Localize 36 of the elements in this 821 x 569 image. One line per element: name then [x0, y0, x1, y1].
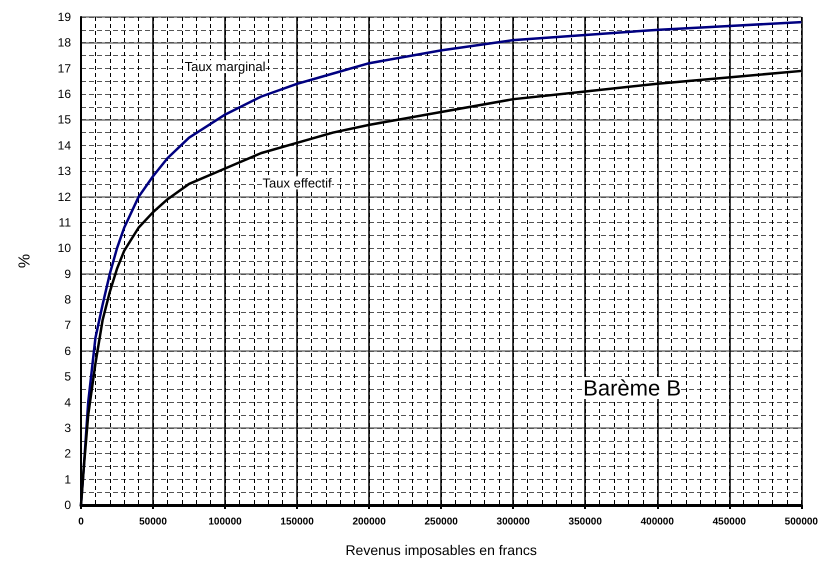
y-tick-label: 18 — [58, 36, 72, 50]
x-tick-label: 50000 — [139, 516, 168, 528]
series-label: Taux effectif — [262, 175, 332, 190]
y-tick-label: 19 — [58, 10, 72, 24]
x-tick-label: 300000 — [496, 516, 530, 528]
y-tick-label: 10 — [58, 241, 72, 256]
x-tick-label: 250000 — [424, 516, 458, 528]
y-tick-label: 13 — [58, 164, 72, 178]
y-axis-title: % — [16, 254, 34, 268]
y-tick-label: 7 — [64, 318, 72, 332]
y-tick-label: 6 — [64, 344, 72, 358]
y-tick-label: 16 — [58, 87, 72, 102]
y-tick-label: 5 — [64, 370, 72, 384]
y-tick-label: 14 — [58, 138, 72, 152]
y-tick-label: 4 — [64, 395, 72, 410]
y-tick-label: 12 — [58, 190, 72, 204]
y-tick-label: 0 — [64, 498, 72, 512]
x-tick-label: 450000 — [712, 516, 746, 528]
y-tick-label: 11 — [58, 215, 72, 230]
x-tick-label: 200000 — [352, 516, 386, 528]
y-tick-label: 9 — [64, 266, 72, 281]
x-axis-title: Revenus imposables en francs — [345, 542, 537, 558]
y-tick-label: 2 — [64, 446, 72, 461]
x-tick-label: 100000 — [208, 516, 242, 528]
y-tick-label: 17 — [58, 61, 72, 76]
x-tick-label: 400000 — [640, 516, 674, 528]
x-tick-label: 350000 — [568, 516, 602, 528]
y-tick-label: 15 — [58, 112, 72, 127]
y-tick-label: 8 — [64, 292, 72, 307]
series-label: Taux marginal — [184, 59, 266, 74]
x-tick-label: 0 — [78, 516, 84, 528]
x-tick-label: 150000 — [280, 516, 314, 528]
x-tick-label: 500000 — [784, 516, 818, 528]
annotation: Barème B — [583, 376, 682, 400]
y-tick-label: 1 — [64, 472, 72, 486]
y-tick-label: 3 — [64, 420, 72, 435]
